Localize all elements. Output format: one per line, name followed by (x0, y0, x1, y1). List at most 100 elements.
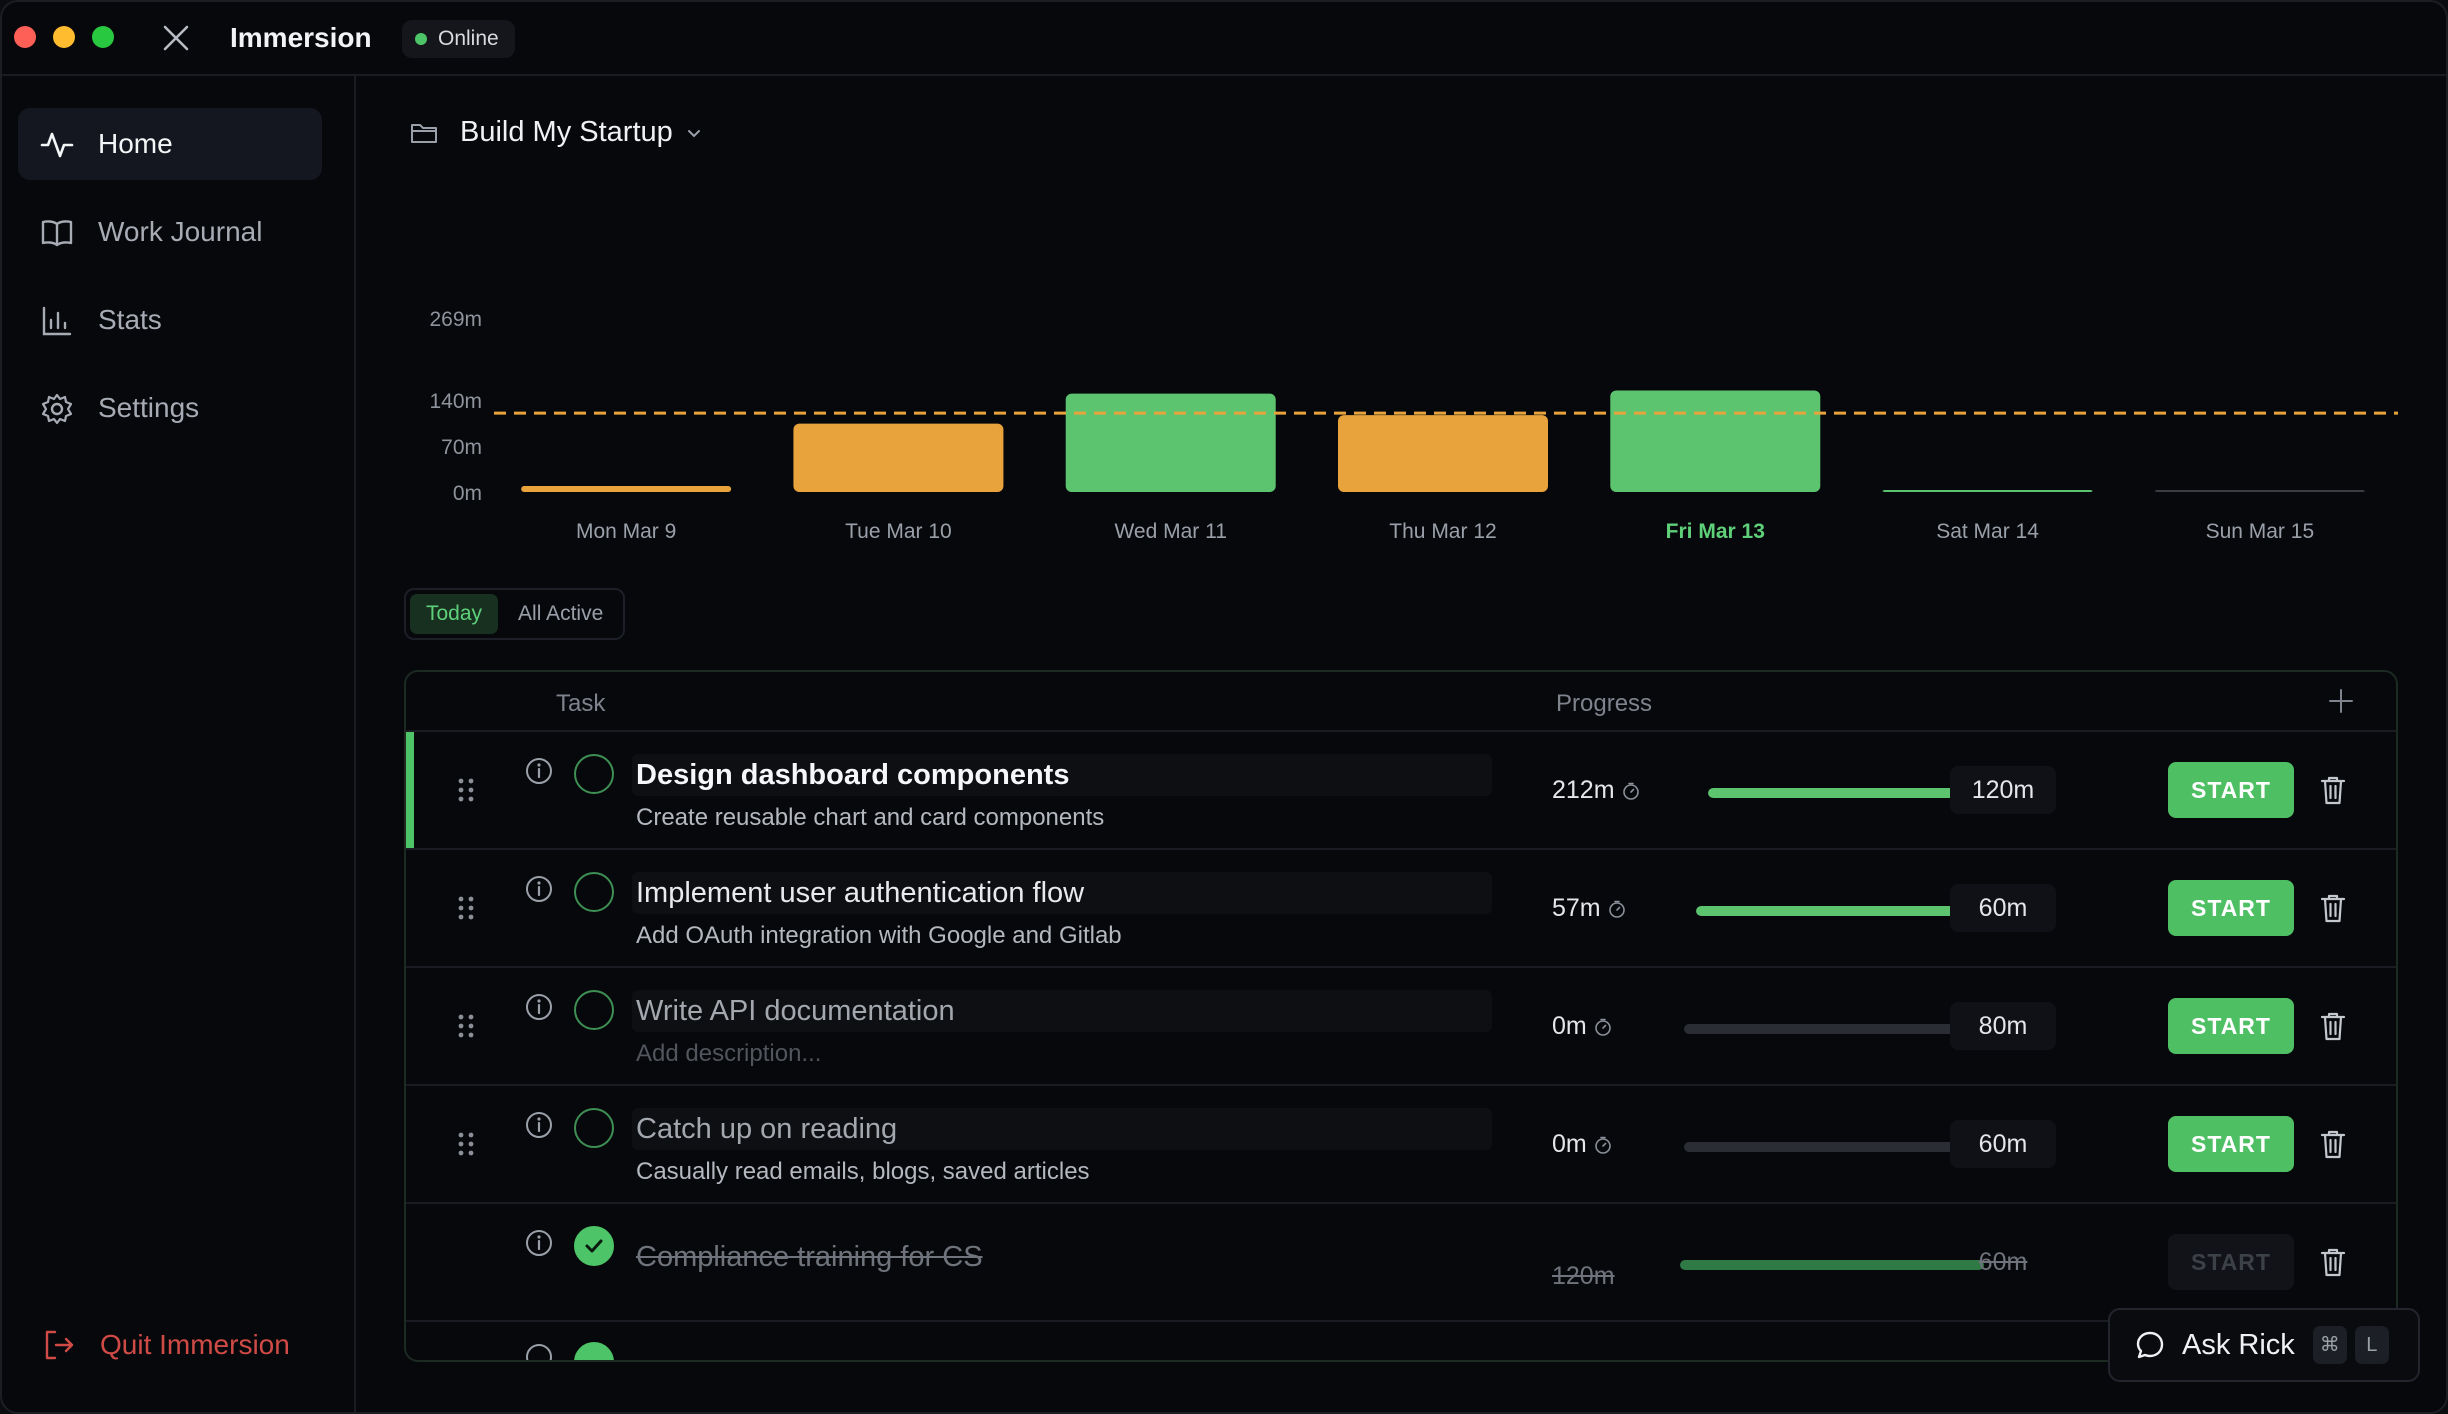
info-icon[interactable] (524, 874, 554, 904)
time-spent: 212m (1552, 776, 1641, 805)
start-button[interactable]: START (2168, 1234, 2294, 1290)
chevron-down-icon (687, 129, 700, 137)
y-tick-label: 269m (429, 308, 482, 331)
timer-icon (1608, 900, 1625, 918)
window-close-button[interactable] (14, 26, 36, 48)
timer-icon (1622, 782, 1639, 800)
target-duration[interactable]: 120m (1950, 766, 2056, 814)
trash-icon[interactable] (2318, 1010, 2348, 1042)
task-table: Task Progress Design dashboard component… (404, 670, 2398, 1362)
task-title[interactable]: Design dashboard components (632, 754, 1492, 796)
trash-icon[interactable] (2318, 1128, 2348, 1160)
table-row[interactable]: Implement user authentication flow Add OA… (406, 850, 2396, 968)
trash-icon[interactable] (2318, 1246, 2348, 1278)
task-description[interactable]: Add OAuth integration with Google and Gi… (636, 922, 1122, 949)
sidebar-item-label: Work Journal (98, 216, 263, 247)
info-icon[interactable] (524, 1110, 554, 1140)
start-button[interactable]: START (2168, 1116, 2294, 1172)
task-title[interactable]: Implement user authentication flow (632, 872, 1492, 914)
target-duration[interactable]: 60m (1978, 1248, 2028, 1276)
drag-handle-icon[interactable] (456, 776, 476, 804)
table-row[interactable]: Compliance training for CS 120m 60m START (406, 1204, 2396, 1322)
add-task-icon[interactable] (2326, 686, 2356, 716)
tab-all-active[interactable]: All Active (518, 602, 604, 625)
info-icon[interactable] (524, 992, 554, 1022)
progress-bar-fill (1708, 788, 1984, 798)
x-tick-label: Tue Mar 10 (845, 520, 952, 543)
progress-bar (1680, 1260, 1984, 1270)
window-minimize-button[interactable] (53, 26, 75, 48)
y-tick-label: 0m (453, 482, 482, 505)
table-row[interactable]: Write API documentation Add description..… (406, 968, 2396, 1086)
chart-bar (1610, 390, 1821, 492)
task-complete-checkbox[interactable] (574, 1226, 614, 1266)
start-button[interactable]: START (2168, 880, 2294, 936)
quit-button[interactable]: Quit Immersion (42, 1328, 290, 1362)
task-title[interactable]: Compliance training for CS (636, 1241, 983, 1273)
progress-bar (1684, 1142, 1984, 1152)
target-duration[interactable]: 60m (1950, 884, 2056, 932)
tab-today[interactable]: Today (410, 594, 499, 634)
info-icon[interactable] (524, 756, 554, 786)
gear-icon (41, 393, 73, 425)
target-duration[interactable]: 60m (1950, 1120, 2056, 1168)
log-out-icon (45, 1330, 74, 1360)
time-spent: 0m (1552, 1130, 1613, 1159)
sidebar-item-label: Home (98, 128, 173, 159)
table-header: Task Progress (406, 672, 2396, 732)
drag-handle-icon[interactable] (456, 894, 476, 922)
ask-rick-button[interactable]: Ask Rick ⌘ L (2108, 1308, 2420, 1382)
task-complete-checkbox[interactable] (574, 990, 614, 1030)
drag-handle-icon[interactable] (456, 1130, 476, 1158)
trash-icon[interactable] (2318, 892, 2348, 924)
chart-bar (521, 486, 732, 492)
task-description[interactable]: Add description... (636, 1040, 822, 1067)
window-zoom-button[interactable] (92, 26, 114, 48)
project-name: Build My Startup (460, 116, 673, 148)
table-row[interactable]: Catch up on reading Casually read emails,… (406, 1086, 2396, 1204)
task-complete-checkbox[interactable] (574, 1108, 614, 1148)
sidebar: Home Work Journal Stats Settings Q (2, 76, 356, 1412)
task-title[interactable]: Catch up on reading (632, 1108, 1492, 1150)
y-tick-label: 140m (429, 390, 482, 413)
task-complete-checkbox[interactable] (574, 872, 614, 912)
task-title[interactable]: Write API documentation (632, 990, 1492, 1032)
progress-bar (1708, 788, 1984, 798)
x-tick-label: Wed Mar 11 (1114, 520, 1226, 543)
column-header-task: Task (556, 690, 606, 717)
time-spent-value: 0m (1552, 1012, 1587, 1040)
task-complete-checkbox[interactable] (574, 1342, 614, 1360)
main-content: Build My Startup 0m 70m 140m 269m Mon Mar 9 T… (358, 76, 2446, 1412)
close-icon[interactable] (160, 22, 192, 54)
shortcut-key: L (2354, 1326, 2389, 1364)
sidebar-item-stats[interactable]: Stats (18, 284, 322, 356)
table-row[interactable] (406, 1322, 2396, 1362)
task-complete-checkbox[interactable] (574, 754, 614, 794)
y-tick-label: 70m (441, 436, 482, 459)
chart-bar (793, 423, 1004, 492)
table-row[interactable]: Design dashboard components Create reusab… (406, 732, 2396, 850)
info-icon[interactable] (524, 1228, 554, 1258)
time-spent: 57m (1552, 894, 1627, 923)
sidebar-item-work-journal[interactable]: Work Journal (18, 196, 322, 268)
info-icon[interactable] (524, 1342, 554, 1362)
task-description[interactable]: Create reusable chart and card component… (636, 804, 1105, 831)
chart-bar (1338, 415, 1548, 492)
x-tick-label: Sun Mar 15 (2206, 520, 2315, 543)
project-selector[interactable]: Build My Startup (410, 116, 703, 149)
start-button[interactable]: START (2168, 762, 2294, 818)
start-button[interactable]: START (2168, 998, 2294, 1054)
target-duration[interactable]: 80m (1950, 1002, 2056, 1050)
daily-focus-chart: 0m 70m 140m 269m Mon Mar 9 Tue Mar 10 Wed Mar … (408, 184, 2408, 634)
drag-handle-icon[interactable] (456, 1012, 476, 1040)
chart-bar (1065, 393, 1276, 492)
task-description[interactable]: Casually read emails, blogs, saved artic… (636, 1158, 1090, 1185)
sidebar-item-label: Stats (98, 304, 162, 335)
sidebar-item-settings[interactable]: Settings (18, 372, 322, 444)
x-tick-label: Thu Mar 12 (1389, 520, 1496, 543)
progress-bar (1684, 1024, 1984, 1034)
trash-icon[interactable] (2318, 774, 2348, 806)
ask-rick-label: Ask Rick (2182, 1328, 2295, 1361)
sidebar-item-home[interactable]: Home (18, 108, 322, 180)
